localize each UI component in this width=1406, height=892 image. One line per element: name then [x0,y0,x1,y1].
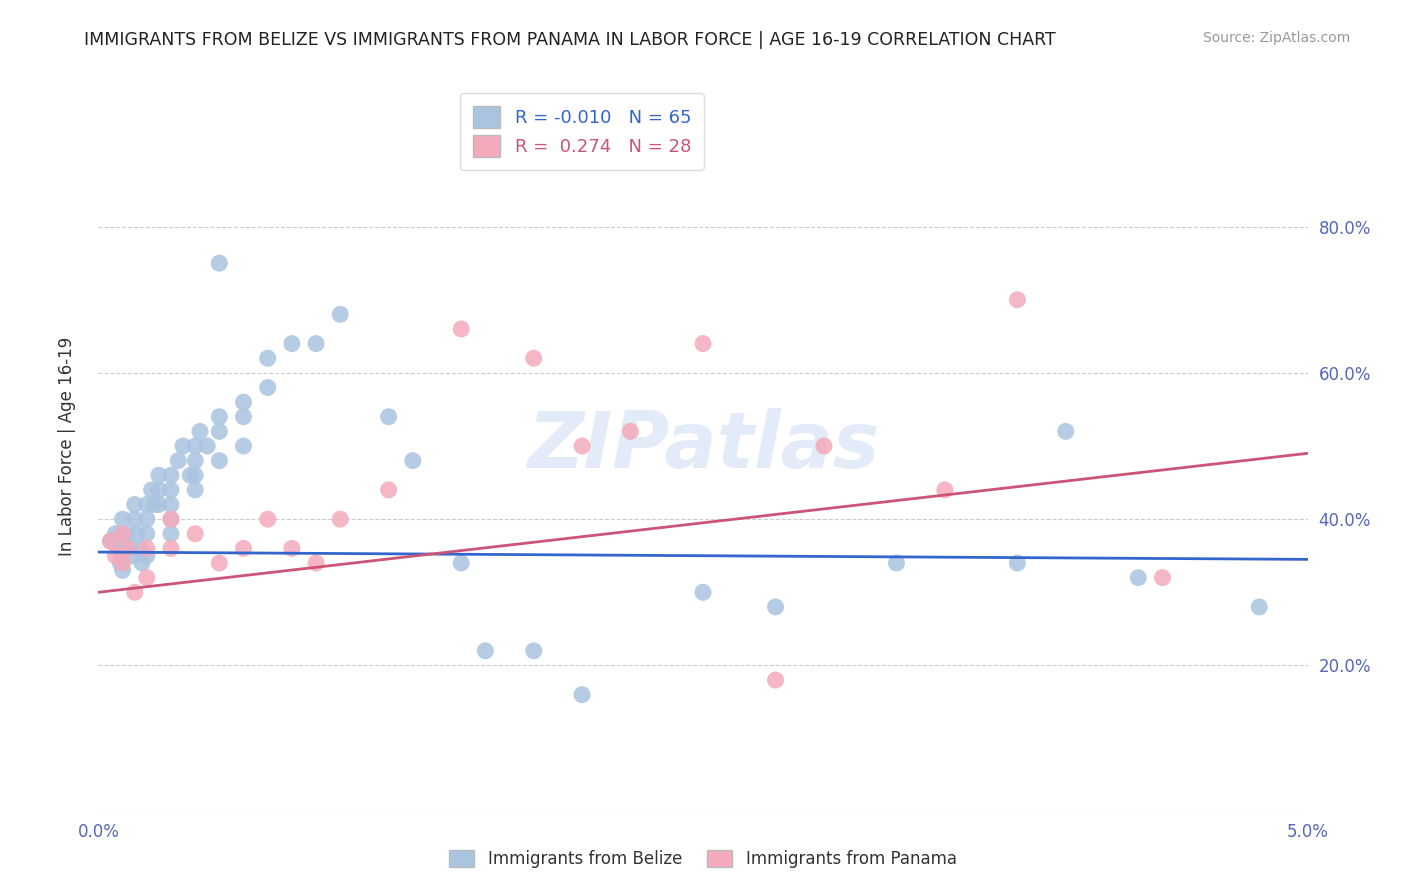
Point [523,351,546,366]
Point [184,439,207,453]
Point [232,541,254,556]
Point [232,409,254,424]
Point [160,512,183,526]
Point [208,409,231,424]
Point [135,526,157,541]
Point [148,468,170,483]
Point [184,526,207,541]
Point [1249,599,1271,614]
Legend: Immigrants from Belize, Immigrants from Panama: Immigrants from Belize, Immigrants from … [443,843,963,875]
Point [141,483,163,497]
Point [148,483,170,497]
Point [1007,293,1029,307]
Point [143,498,166,512]
Point [1007,556,1029,570]
Point [108,556,131,570]
Point [160,498,183,512]
Point [100,534,122,549]
Point [281,336,304,351]
Point [111,549,134,563]
Point [232,439,254,453]
Point [111,563,134,577]
Point [619,425,641,439]
Point [148,498,170,512]
Point [195,439,218,453]
Point [1054,425,1077,439]
Point [256,380,278,394]
Y-axis label: In Labor Force | Age 16-19: In Labor Force | Age 16-19 [58,336,76,556]
Point [111,512,134,526]
Point [329,512,352,526]
Point [135,512,157,526]
Text: ZIPatlas: ZIPatlas [527,408,879,484]
Point [208,256,231,270]
Point [160,468,183,483]
Point [111,526,134,541]
Point [135,541,157,556]
Point [160,526,183,541]
Point [179,468,201,483]
Point [131,556,153,570]
Legend: R = -0.010   N = 65, R =  0.274   N = 28: R = -0.010 N = 65, R = 0.274 N = 28 [460,93,704,169]
Point [172,439,194,453]
Point [188,425,211,439]
Point [127,526,149,541]
Point [281,541,304,556]
Point [208,453,231,467]
Point [377,483,399,497]
Point [124,585,146,599]
Point [474,644,496,658]
Point [934,483,956,497]
Point [100,534,122,549]
Point [124,498,146,512]
Point [692,336,714,351]
Point [813,439,835,453]
Point [104,526,127,541]
Point [1152,571,1174,585]
Point [450,556,472,570]
Point [167,453,190,467]
Point [329,307,352,321]
Point [208,425,231,439]
Text: Source: ZipAtlas.com: Source: ZipAtlas.com [1202,31,1350,45]
Point [128,541,150,556]
Point [160,512,183,526]
Point [571,688,593,702]
Point [111,556,134,570]
Point [305,336,328,351]
Point [124,512,146,526]
Point [118,541,141,556]
Point [184,453,207,467]
Point [523,644,546,658]
Point [160,483,183,497]
Point [160,541,183,556]
Point [886,556,908,570]
Text: IMMIGRANTS FROM BELIZE VS IMMIGRANTS FROM PANAMA IN LABOR FORCE | AGE 16-19 CORR: IMMIGRANTS FROM BELIZE VS IMMIGRANTS FRO… [84,31,1056,49]
Point [111,541,134,556]
Point [135,549,157,563]
Point [135,571,157,585]
Point [104,549,127,563]
Point [765,599,787,614]
Point [256,351,278,366]
Point [571,439,593,453]
Point [135,498,157,512]
Point [1128,571,1150,585]
Point [117,541,139,556]
Point [111,526,134,541]
Point [208,556,231,570]
Point [232,395,254,409]
Point [121,549,143,563]
Point [107,541,129,556]
Point [117,526,139,541]
Point [692,585,714,599]
Point [765,673,787,687]
Point [184,483,207,497]
Point [305,556,328,570]
Point [256,512,278,526]
Point [184,468,207,483]
Point [377,409,399,424]
Point [450,322,472,336]
Point [402,453,425,467]
